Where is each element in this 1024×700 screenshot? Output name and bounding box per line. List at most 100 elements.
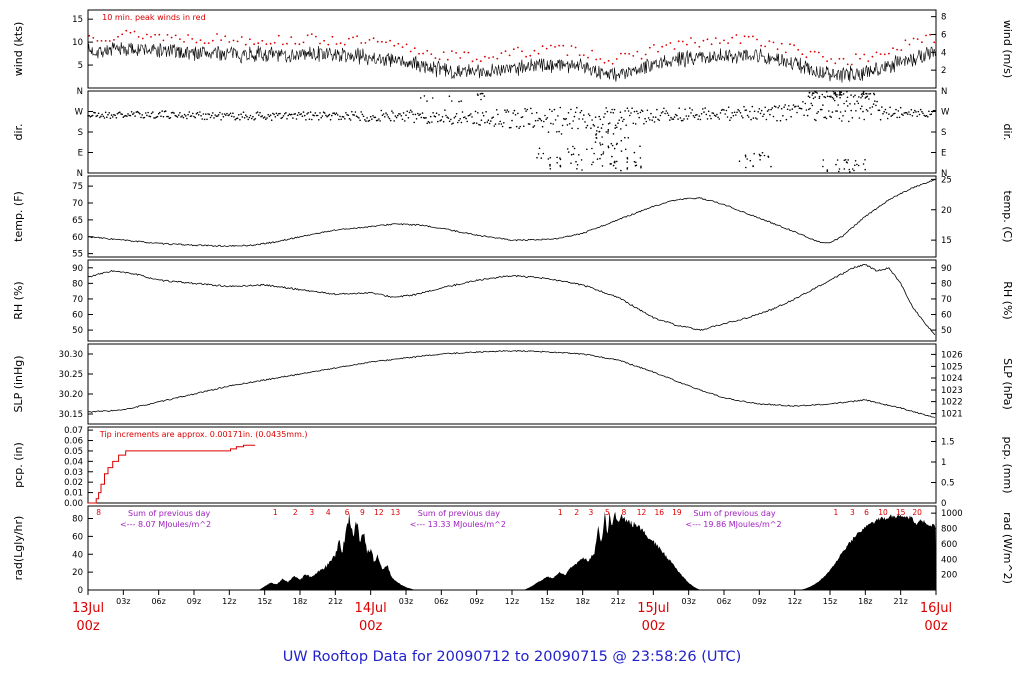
- svg-text:25: 25: [941, 175, 952, 185]
- svg-text:40: 40: [72, 550, 83, 560]
- svg-text:6: 6: [864, 508, 869, 517]
- svg-text:18z: 18z: [858, 597, 872, 606]
- svg-text:N: N: [77, 169, 83, 179]
- svg-text:00z: 00z: [642, 619, 666, 634]
- svg-text:70: 70: [72, 199, 83, 209]
- svg-text:80: 80: [72, 279, 83, 289]
- svg-text:temp. (C): temp. (C): [1001, 190, 1014, 242]
- svg-text:5: 5: [605, 508, 610, 517]
- svg-text:0.04: 0.04: [64, 457, 83, 467]
- svg-text:15: 15: [72, 15, 83, 25]
- svg-text:15: 15: [896, 508, 906, 517]
- svg-text:0: 0: [941, 499, 946, 509]
- svg-text:00z: 00z: [359, 619, 383, 634]
- svg-text:15: 15: [941, 236, 952, 246]
- svg-text:W: W: [75, 108, 84, 118]
- svg-text:55: 55: [72, 250, 83, 260]
- svg-text:18z: 18z: [293, 597, 307, 606]
- svg-text:15z: 15z: [540, 597, 554, 606]
- svg-text:20: 20: [72, 568, 83, 578]
- svg-text:1: 1: [833, 508, 838, 517]
- svg-text:200: 200: [941, 571, 957, 581]
- svg-text:1000: 1000: [941, 509, 963, 519]
- svg-text:S: S: [78, 128, 83, 138]
- svg-text:00z: 00z: [76, 619, 100, 634]
- svg-text:0.5: 0.5: [941, 478, 955, 488]
- svg-text:18z: 18z: [575, 597, 589, 606]
- svg-text:600: 600: [941, 540, 957, 550]
- svg-text:10: 10: [72, 38, 83, 48]
- svg-text:N: N: [77, 87, 83, 97]
- svg-text:0.03: 0.03: [64, 468, 83, 478]
- svg-text:0.00: 0.00: [64, 499, 83, 509]
- svg-text:12z: 12z: [222, 597, 236, 606]
- svg-text:13Jul: 13Jul: [72, 601, 104, 616]
- svg-text:10: 10: [878, 508, 888, 517]
- svg-text:06z: 06z: [717, 597, 731, 606]
- svg-text:60: 60: [72, 311, 83, 321]
- svg-text:S: S: [941, 128, 946, 138]
- svg-text:15Jul: 15Jul: [637, 601, 669, 616]
- svg-text:RH (%): RH (%): [12, 281, 25, 319]
- svg-text:0: 0: [78, 586, 83, 596]
- svg-text:8: 8: [96, 508, 101, 517]
- svg-text:12: 12: [374, 508, 384, 517]
- svg-text:pcp. (mm): pcp. (mm): [1001, 436, 1014, 493]
- svg-text:60: 60: [941, 311, 952, 321]
- svg-text:1024: 1024: [941, 374, 963, 384]
- svg-text:30.15: 30.15: [59, 410, 83, 420]
- svg-text:1: 1: [941, 458, 946, 468]
- svg-text:Sum of previous day: Sum of previous day: [693, 509, 775, 518]
- svg-text:Tip increments are approx. 0.0: Tip increments are approx. 0.00171in. (0…: [99, 430, 308, 439]
- svg-text:2: 2: [941, 66, 946, 76]
- svg-text:3: 3: [309, 508, 314, 517]
- svg-text:10 min. peak winds in red: 10 min. peak winds in red: [102, 13, 206, 22]
- svg-text:wind (m/s): wind (m/s): [1001, 20, 1014, 78]
- svg-text:6: 6: [941, 31, 946, 41]
- svg-text:13: 13: [391, 508, 401, 517]
- svg-text:70: 70: [941, 295, 952, 305]
- svg-text:06z: 06z: [434, 597, 448, 606]
- svg-text:1: 1: [273, 508, 278, 517]
- svg-text:Sum of previous day: Sum of previous day: [128, 509, 210, 518]
- svg-text:3: 3: [589, 508, 594, 517]
- svg-text:temp. (F): temp. (F): [12, 191, 25, 242]
- svg-text:8: 8: [621, 508, 626, 517]
- svg-text:30.30: 30.30: [59, 350, 83, 360]
- svg-text:0.01: 0.01: [64, 489, 83, 499]
- svg-text:80: 80: [941, 279, 952, 289]
- svg-text:06z: 06z: [151, 597, 165, 606]
- svg-text:1021: 1021: [941, 410, 963, 420]
- svg-text:03z: 03z: [399, 597, 413, 606]
- svg-text:21z: 21z: [328, 597, 342, 606]
- svg-text:4: 4: [941, 48, 946, 58]
- svg-text:15z: 15z: [257, 597, 271, 606]
- svg-text:<--- 13.33 MJoules/m^2: <--- 13.33 MJoules/m^2: [410, 520, 506, 529]
- svg-text:Sum of previous day: Sum of previous day: [418, 509, 500, 518]
- svg-text:16: 16: [654, 508, 664, 517]
- svg-text:5: 5: [78, 61, 83, 71]
- svg-text:21z: 21z: [611, 597, 625, 606]
- svg-text:0.07: 0.07: [64, 426, 83, 436]
- svg-text:03z: 03z: [681, 597, 695, 606]
- svg-text:60: 60: [72, 532, 83, 542]
- svg-text:90: 90: [72, 264, 83, 274]
- svg-text:rad(Lgly/hr): rad(Lgly/hr): [12, 516, 25, 581]
- svg-text:<--- 8.07 MJoules/m^2: <--- 8.07 MJoules/m^2: [120, 520, 211, 529]
- svg-text:1: 1: [558, 508, 563, 517]
- svg-text:16Jul: 16Jul: [920, 601, 952, 616]
- svg-text:dir.: dir.: [1001, 123, 1014, 140]
- svg-text:12z: 12z: [505, 597, 519, 606]
- svg-text:RH (%): RH (%): [1001, 281, 1014, 319]
- svg-text:8: 8: [941, 13, 946, 23]
- svg-text:1026: 1026: [941, 350, 963, 360]
- svg-text:SLP (inHg): SLP (inHg): [12, 355, 25, 412]
- svg-text:80: 80: [72, 515, 83, 525]
- svg-text:50: 50: [72, 326, 83, 336]
- svg-text:09z: 09z: [187, 597, 201, 606]
- svg-text:70: 70: [72, 295, 83, 305]
- svg-text:1.5: 1.5: [941, 437, 955, 447]
- svg-text:2: 2: [574, 508, 579, 517]
- svg-text:60: 60: [72, 233, 83, 243]
